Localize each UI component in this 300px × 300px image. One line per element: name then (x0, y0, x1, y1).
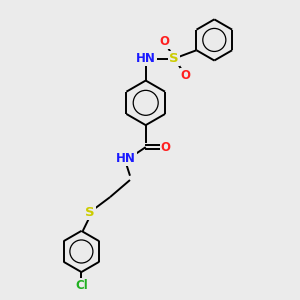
Text: S: S (85, 206, 95, 219)
Text: O: O (181, 69, 191, 82)
Text: Cl: Cl (75, 279, 88, 292)
Text: S: S (169, 52, 179, 65)
Text: HN: HN (116, 152, 136, 165)
Text: HN: HN (136, 52, 156, 65)
Text: O: O (159, 35, 169, 48)
Text: O: O (161, 141, 171, 154)
